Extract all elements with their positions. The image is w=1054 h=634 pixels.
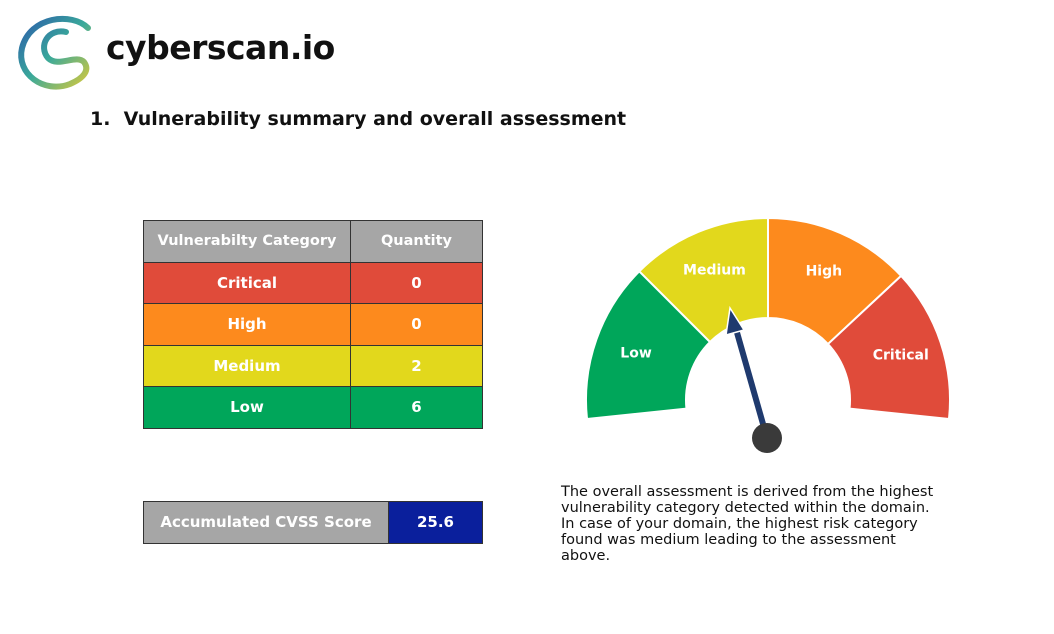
category: High	[143, 303, 351, 346]
text-line: vulnerability category detected within t…	[561, 500, 930, 516]
needle	[731, 321, 770, 439]
vulnerability-table: Vulnerabilty Category Quantity Critical 0…	[143, 220, 483, 429]
section-title: 1. Vulnerability summary and overall ass…	[90, 108, 627, 130]
quantity: 6	[350, 386, 483, 429]
column-header: Quantity	[350, 220, 483, 263]
table-row: Low 6	[143, 386, 483, 429]
table-row: Critical 0	[143, 261, 483, 304]
text-line: found was medium leading to the assessme…	[561, 532, 896, 548]
table-row: High 0	[143, 303, 483, 346]
quantity: 0	[350, 261, 483, 304]
gauge-label: Low	[620, 345, 652, 361]
category: Low	[143, 386, 351, 429]
logo	[18, 15, 91, 90]
needle-head	[725, 305, 746, 337]
gauge-label: Critical	[873, 348, 929, 364]
gauge-segment	[585, 269, 712, 421]
score-label: Accumulated CVSS Score	[143, 501, 389, 544]
table-row: Medium 2	[143, 344, 483, 387]
gauge-segment	[826, 274, 951, 421]
needle-hub	[752, 423, 782, 453]
gauge-label: High	[806, 264, 843, 280]
assessment: The overall assessment is derived from t…	[561, 484, 933, 564]
score-value: 25.6	[388, 501, 483, 544]
score-table: Accumulated CVSS Score 25.6	[143, 501, 483, 544]
text-line: In case of your domain, the highest risk…	[561, 516, 918, 532]
gauge-label: Medium	[683, 263, 746, 279]
quantity: 0	[350, 303, 483, 346]
text-line: above.	[561, 548, 611, 564]
text-line: The overall assessment is derived from t…	[561, 484, 934, 500]
brand: cyberscan.io	[106, 28, 335, 67]
column-header: Vulnerabilty Category	[143, 220, 351, 263]
gauge-segment	[767, 216, 903, 346]
quantity: 2	[350, 344, 483, 387]
gauge: Low Medium High Critical	[585, 216, 951, 453]
category: Medium	[143, 344, 351, 387]
category: Critical	[143, 261, 351, 304]
